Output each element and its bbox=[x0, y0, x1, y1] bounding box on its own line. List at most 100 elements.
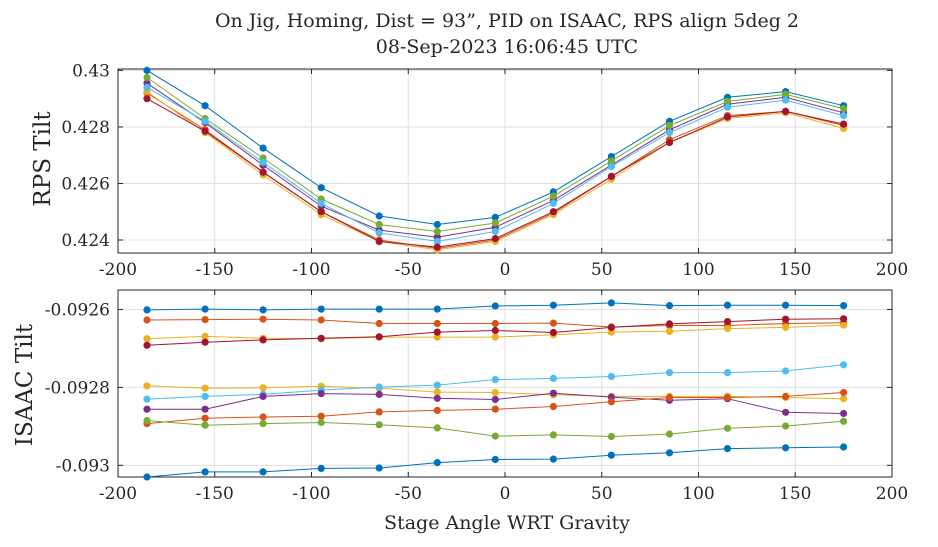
rps-data-point bbox=[259, 158, 267, 166]
x-tick-label: 200 bbox=[876, 260, 908, 280]
isaac-data-point bbox=[143, 316, 151, 324]
isaac-data-point bbox=[143, 335, 151, 343]
isaac-data-point bbox=[782, 323, 790, 331]
y-tick-label: -0.0926 bbox=[45, 300, 110, 320]
isaac-data-point bbox=[782, 444, 790, 452]
x-tick-label: 100 bbox=[682, 260, 714, 280]
isaac-data-point bbox=[840, 361, 848, 369]
rps-data-point bbox=[143, 95, 151, 103]
isaac-data-point bbox=[549, 328, 558, 337]
isaac-data-point bbox=[723, 318, 732, 326]
isaac-data-point bbox=[491, 388, 499, 397]
isaac-data-point bbox=[549, 455, 558, 463]
rps-data-point bbox=[259, 168, 267, 176]
isaac-data-point bbox=[491, 395, 499, 404]
isaac-data-point bbox=[259, 413, 267, 421]
title-line-1: On Jig, Homing, Dist = 93”, PID on ISAAC… bbox=[215, 10, 799, 32]
isaac-data-point bbox=[433, 328, 441, 336]
isaac-data-point bbox=[491, 405, 499, 413]
isaac-data-point bbox=[375, 390, 383, 398]
x-tick-label: 150 bbox=[779, 260, 811, 280]
isaac-data-point bbox=[665, 449, 674, 457]
rps-data-point bbox=[782, 90, 790, 98]
rps-data-point bbox=[143, 73, 151, 82]
x-tick-label: 200 bbox=[876, 484, 908, 504]
isaac-data-point bbox=[201, 414, 209, 422]
rps-data-point bbox=[491, 235, 499, 243]
isaac-tilt-plot: -200 -150 -100 -50 0 50 100 150 200 -0.093 -0.0928… bbox=[45, 289, 908, 504]
x-tick-label: -100 bbox=[292, 260, 330, 280]
x-tick-label: 0 bbox=[500, 260, 511, 280]
isaac-data-point bbox=[259, 468, 267, 476]
isaac-data-point bbox=[143, 382, 151, 390]
isaac-data-point bbox=[840, 417, 848, 425]
isaac-data-point bbox=[840, 321, 848, 329]
isaac-data-point bbox=[143, 395, 151, 403]
x-axis-label: Stage Angle WRT Gravity bbox=[384, 512, 630, 534]
rps-data-point bbox=[143, 66, 151, 74]
x-tick-label: -50 bbox=[395, 484, 422, 504]
isaac-data-point bbox=[433, 424, 441, 432]
isaac-data-point bbox=[491, 326, 499, 335]
isaac-data-point bbox=[723, 369, 732, 377]
rps-data-point bbox=[259, 144, 267, 152]
rps-data-point bbox=[607, 157, 616, 165]
isaac-data-point bbox=[549, 374, 558, 382]
isaac-data-point bbox=[723, 301, 732, 309]
rps-data-point bbox=[782, 107, 790, 115]
isaac-data-point bbox=[782, 422, 790, 430]
isaac-data-point bbox=[840, 315, 848, 323]
isaac-data-point bbox=[665, 327, 674, 335]
x-tick-label: 50 bbox=[591, 484, 613, 504]
isaac-data-point bbox=[201, 468, 209, 476]
rps-series-line-1 bbox=[146, 69, 844, 226]
isaac-data-point bbox=[317, 464, 325, 472]
isaac-data-point bbox=[491, 333, 499, 341]
x-tick-label: 150 bbox=[779, 484, 811, 504]
isaac-data-point bbox=[607, 299, 616, 307]
rps-data-point bbox=[201, 127, 209, 135]
rps-data-point bbox=[433, 237, 441, 245]
isaac-data-point bbox=[491, 319, 499, 328]
isaac-data-point bbox=[665, 393, 674, 402]
isaac-data-point bbox=[665, 320, 674, 328]
isaac-data-point bbox=[607, 451, 616, 459]
isaac-data-point bbox=[317, 305, 325, 313]
isaac-data-point bbox=[143, 306, 151, 314]
isaac-data-point bbox=[143, 341, 151, 349]
isaac-data-point bbox=[491, 376, 499, 384]
isaac-data-point bbox=[782, 301, 790, 309]
x-tick-label: 100 bbox=[682, 484, 714, 504]
isaac-data-point bbox=[259, 315, 267, 323]
rps-data-point bbox=[317, 184, 325, 192]
isaac-data-point bbox=[549, 402, 558, 411]
title-line-2: 08-Sep-2023 16:06:45 UTC bbox=[376, 36, 638, 58]
rps-data-point bbox=[607, 172, 616, 180]
isaac-data-point bbox=[433, 406, 441, 414]
rps-data-point bbox=[549, 199, 558, 207]
isaac-data-point bbox=[201, 421, 209, 429]
rps-data-point bbox=[840, 120, 848, 128]
x-tick-label: -150 bbox=[196, 484, 234, 504]
rps-data-point bbox=[433, 243, 441, 251]
isaac-data-point bbox=[491, 432, 499, 440]
isaac-data-point bbox=[665, 430, 674, 438]
rps-data-point bbox=[375, 212, 383, 220]
rps-data-point bbox=[375, 220, 383, 229]
isaac-data-point bbox=[201, 338, 209, 346]
rps-data-point bbox=[840, 112, 848, 120]
isaac-data-point bbox=[433, 394, 441, 402]
rps-data-point bbox=[549, 208, 558, 216]
isaac-data-point bbox=[549, 319, 558, 327]
isaac-data-point bbox=[607, 398, 616, 406]
isaac-data-point bbox=[201, 405, 209, 413]
rps-data-point bbox=[491, 213, 499, 221]
isaac-data-point bbox=[143, 473, 151, 481]
isaac-data-point bbox=[433, 459, 441, 467]
x-tick-label: -150 bbox=[196, 260, 234, 280]
rps-data-point bbox=[723, 113, 732, 121]
isaac-data-point bbox=[782, 408, 790, 416]
isaac-data-point bbox=[317, 334, 325, 342]
rps-data-point bbox=[607, 162, 616, 171]
isaac-data-point bbox=[201, 384, 209, 392]
